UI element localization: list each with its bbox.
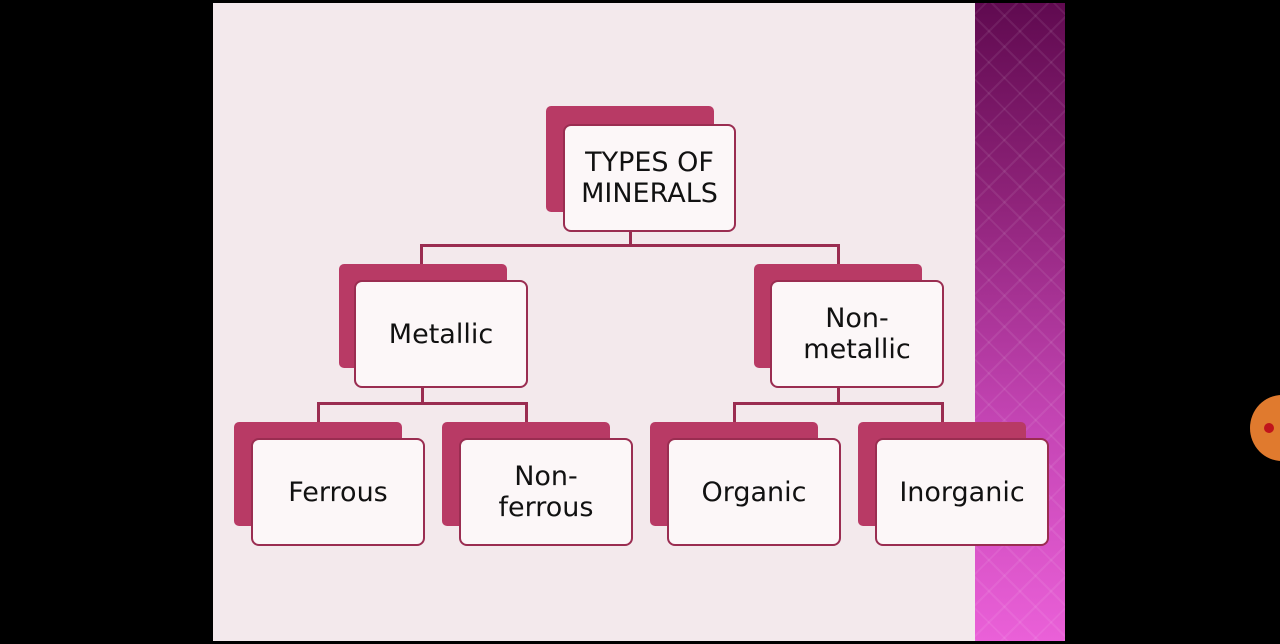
node-label: Non- ferrous: [459, 438, 633, 546]
connector-to-non-metallic: [837, 244, 840, 264]
node-label: Organic: [667, 438, 841, 546]
node-label: Metallic: [354, 280, 528, 388]
node-label: TYPES OF MINERALS: [563, 124, 736, 232]
connector-to-inorganic: [941, 402, 944, 422]
connector-level1-bar: [420, 244, 840, 247]
record-icon[interactable]: [1250, 395, 1280, 461]
connector-to-non-ferrous: [525, 402, 528, 422]
connector-to-organic: [733, 402, 736, 422]
connector-metallic-bar: [317, 402, 528, 405]
record-dot: [1264, 423, 1274, 433]
connector-to-ferrous: [317, 402, 320, 422]
connector-non-metallic-stem: [837, 386, 840, 404]
node-label: Ferrous: [251, 438, 425, 546]
connector-metallic-stem: [421, 386, 424, 404]
connector-to-metallic: [420, 244, 423, 264]
connector-root-stem: [629, 229, 632, 246]
connector-non-metallic-bar: [733, 402, 944, 405]
node-label: Non- metallic: [770, 280, 944, 388]
node-label: Inorganic: [875, 438, 1049, 546]
